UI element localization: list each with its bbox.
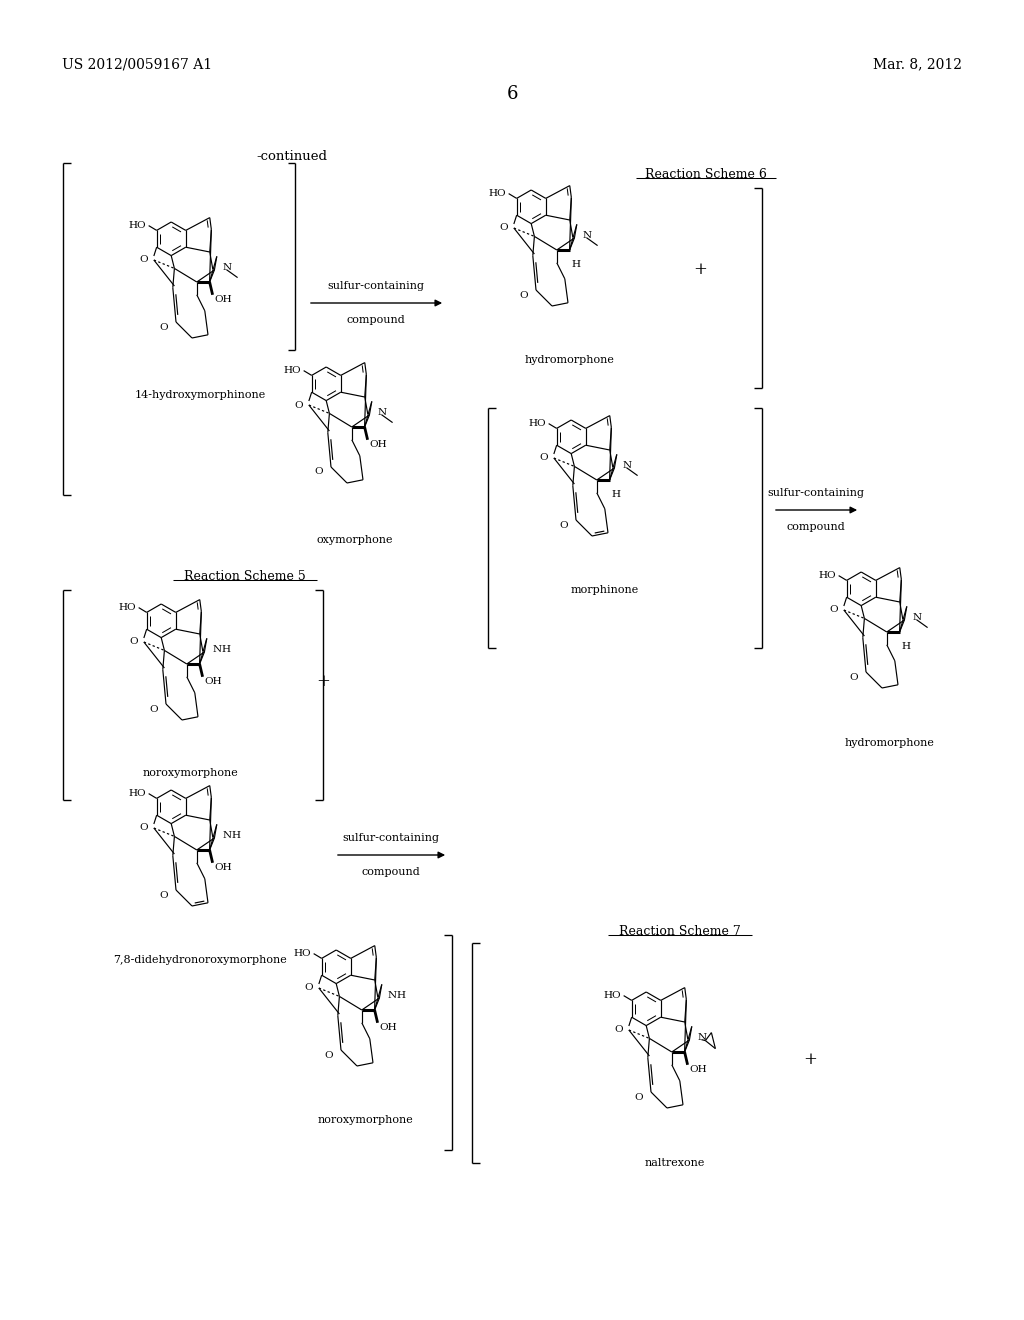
Text: H: H (611, 490, 621, 499)
Text: N: N (583, 231, 592, 240)
Text: US 2012/0059167 A1: US 2012/0059167 A1 (62, 57, 212, 71)
Text: OH: OH (380, 1023, 397, 1032)
Text: O: O (314, 467, 323, 477)
Text: compound: compound (786, 521, 846, 532)
Text: N: N (623, 461, 632, 470)
Text: hydromorphone: hydromorphone (525, 355, 615, 366)
Text: naltrexone: naltrexone (645, 1158, 706, 1168)
Text: N: N (222, 832, 231, 840)
Text: noroxymorphone: noroxymorphone (142, 768, 238, 777)
Text: O: O (139, 824, 147, 833)
Text: HO: HO (118, 603, 135, 612)
Text: HO: HO (603, 991, 621, 1001)
Text: HO: HO (528, 420, 546, 428)
Text: morphinone: morphinone (570, 585, 639, 595)
Text: +: + (693, 261, 707, 279)
Text: HO: HO (128, 789, 145, 799)
Text: O: O (304, 983, 313, 993)
Text: sulfur-containing: sulfur-containing (328, 281, 425, 290)
Text: O: O (519, 290, 528, 300)
Text: O: O (849, 672, 858, 681)
Text: Mar. 8, 2012: Mar. 8, 2012 (873, 57, 962, 71)
Text: N: N (697, 1034, 707, 1041)
Text: 7,8-didehydronoroxymorphone: 7,8-didehydronoroxymorphone (113, 954, 287, 965)
Text: Reaction Scheme 6: Reaction Scheme 6 (645, 168, 767, 181)
Text: N: N (912, 612, 922, 622)
Text: OH: OH (205, 677, 222, 686)
Text: H: H (221, 645, 230, 655)
Text: -continued: -continued (256, 150, 328, 162)
Text: Reaction Scheme 5: Reaction Scheme 5 (184, 570, 306, 583)
Text: H: H (901, 642, 910, 651)
Text: HO: HO (128, 220, 145, 230)
Text: O: O (829, 606, 838, 615)
Text: compound: compound (361, 867, 421, 876)
Text: OH: OH (215, 863, 232, 873)
Text: OH: OH (215, 296, 232, 305)
Text: compound: compound (347, 315, 406, 325)
Text: O: O (325, 1051, 333, 1060)
Text: 6: 6 (506, 84, 518, 103)
Text: H: H (571, 260, 581, 269)
Text: O: O (540, 454, 548, 462)
Text: H: H (231, 832, 241, 840)
Text: O: O (150, 705, 158, 714)
Text: oxymorphone: oxymorphone (316, 535, 393, 545)
Text: OH: OH (689, 1065, 708, 1074)
Text: sulfur-containing: sulfur-containing (342, 833, 439, 843)
Text: +: + (316, 673, 330, 690)
Text: N: N (387, 991, 396, 1001)
Text: HO: HO (818, 572, 836, 579)
Text: O: O (635, 1093, 643, 1101)
Text: HO: HO (293, 949, 310, 958)
Text: OH: OH (370, 441, 387, 449)
Text: N: N (222, 263, 231, 272)
Text: +: + (803, 1052, 817, 1068)
Text: sulfur-containing: sulfur-containing (768, 488, 864, 498)
Text: O: O (559, 520, 568, 529)
Text: O: O (614, 1026, 623, 1035)
Text: O: O (294, 400, 303, 409)
Text: HO: HO (488, 189, 506, 198)
Text: 14-hydroxymorphinone: 14-hydroxymorphinone (134, 389, 265, 400)
Text: O: O (160, 322, 168, 331)
Text: H: H (396, 991, 406, 1001)
Text: O: O (500, 223, 508, 232)
Text: O: O (129, 638, 138, 647)
Text: O: O (160, 891, 168, 899)
Text: HO: HO (283, 366, 301, 375)
Text: noroxymorphone: noroxymorphone (317, 1115, 413, 1125)
Text: hydromorphone: hydromorphone (845, 738, 935, 748)
Text: N: N (378, 408, 386, 417)
Text: O: O (139, 256, 147, 264)
Text: Reaction Scheme 7: Reaction Scheme 7 (620, 925, 741, 939)
Text: N: N (212, 645, 221, 655)
